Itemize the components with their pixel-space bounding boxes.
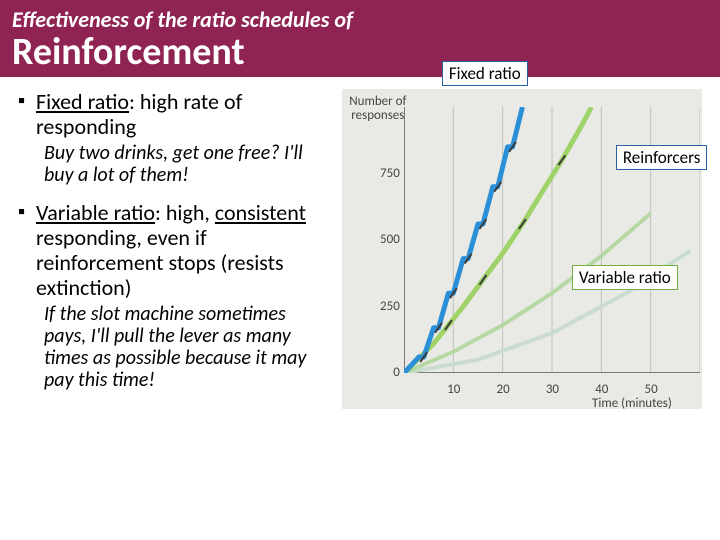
x-tick: 30 xyxy=(546,382,559,397)
bullet-text: Variable ratio: high, consistent respond… xyxy=(36,200,332,301)
bullet-text: Fixed ratio: high rate of responding xyxy=(36,89,332,140)
bullet-note-1: Buy two drinks, get one free? I'll buy a… xyxy=(44,142,332,186)
bullet-note-2: If the slot machine sometimes pays, I'll… xyxy=(44,303,332,391)
bullet-fixed-ratio: ▪ Fixed ratio: high rate of responding xyxy=(18,89,332,140)
text-column: ▪ Fixed ratio: high rate of responding B… xyxy=(8,89,332,409)
x-tick: 50 xyxy=(644,382,657,397)
y-axis-label: Number of responses xyxy=(346,95,410,122)
bullet-term: Variable ratio xyxy=(36,199,155,226)
y-tick: 0 xyxy=(370,365,400,380)
chart-column: Number of responses 0 250 500 750 10 20 30 40 5… xyxy=(332,89,712,409)
bullet-rest-pre: : high, xyxy=(155,199,215,226)
other-line-1 xyxy=(404,213,651,373)
fixed-ratio-line xyxy=(404,107,522,373)
y-tick: 250 xyxy=(370,299,400,314)
chart-container: Number of responses 0 250 500 750 10 20 30 40 5… xyxy=(342,89,702,409)
bullet-marker: ▪ xyxy=(18,200,36,301)
bullet-rest-uline: consistent xyxy=(215,199,306,226)
bullet-rest-post: responding, even if reinforcement stops … xyxy=(36,224,284,302)
chart-label-fixed_ratio: Fixed ratio xyxy=(442,61,528,86)
x-axis-label: Time (minutes) xyxy=(592,396,672,411)
bullet-marker: ▪ xyxy=(18,89,36,140)
x-tick: 40 xyxy=(595,382,608,397)
bullet-term: Fixed ratio xyxy=(36,88,129,115)
y-tick: 500 xyxy=(370,232,400,247)
header-title: Reinforcement xyxy=(12,33,708,75)
bullet-variable-ratio: ▪ Variable ratio: high, consistent respo… xyxy=(18,200,332,301)
content-area: ▪ Fixed ratio: high rate of responding B… xyxy=(0,77,720,409)
x-tick: 10 xyxy=(447,382,460,397)
chart-label-reinforcers: Reinforcers xyxy=(616,145,708,170)
y-tick: 750 xyxy=(370,166,400,181)
slide-header: Effectiveness of the ratio schedules of … xyxy=(0,0,720,77)
chart-label-variable_ratio: Variable ratio xyxy=(572,265,678,290)
x-tick: 20 xyxy=(496,382,509,397)
